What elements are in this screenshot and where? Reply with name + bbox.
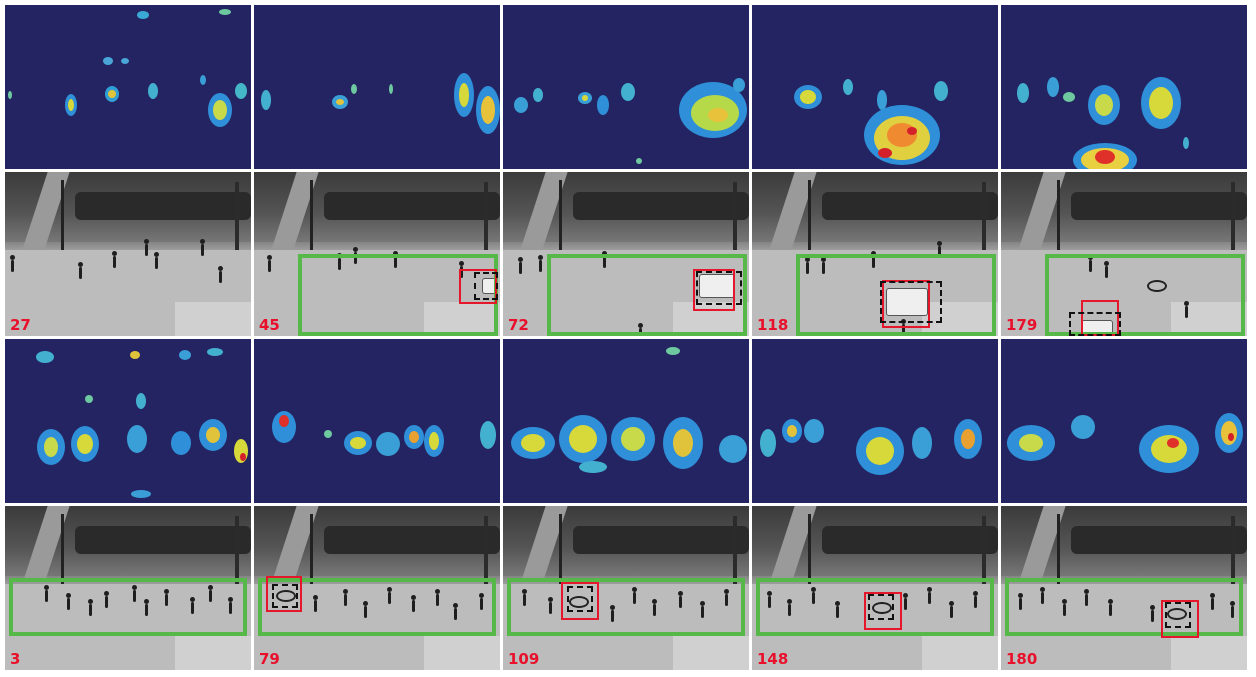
- predicted-anomaly-box: [864, 592, 902, 630]
- heatmap-10: [1001, 339, 1247, 503]
- ground-truth-box: [567, 586, 593, 612]
- video-frame-3: 72: [503, 172, 749, 336]
- frame-number: 109: [508, 650, 540, 668]
- video-frame-10: 180: [1001, 506, 1247, 670]
- bicycle: [1147, 280, 1167, 292]
- predicted-anomaly-box: [1161, 600, 1199, 638]
- heatmap-blobs: [514, 78, 747, 164]
- heatmap-6: [5, 339, 251, 503]
- frame-number: 148: [757, 650, 789, 668]
- heatmap-9: [752, 339, 998, 503]
- detection-region-box: [258, 578, 496, 636]
- detection-region-box: [1045, 254, 1245, 336]
- heatmap-blobs: [1017, 77, 1189, 169]
- frame-number: 118: [757, 316, 789, 334]
- heatmap-blobs: [8, 9, 247, 127]
- detection-region-box: [507, 578, 745, 636]
- predicted-anomaly-box: [266, 576, 302, 612]
- heatmap-blobs: [272, 411, 496, 457]
- heatmap-2: [254, 5, 500, 169]
- video-frame-8: 109: [503, 506, 749, 670]
- bicycle: [1167, 608, 1187, 620]
- heatmap-7: [254, 339, 500, 503]
- bicycle: [569, 596, 589, 608]
- heatmap-blobs: [511, 347, 747, 473]
- image-grid: 27 45 72 118 179: [5, 5, 1251, 672]
- detection-region-box: [756, 578, 994, 636]
- detection-region-box: [9, 578, 247, 636]
- ground-truth-box: [880, 281, 942, 323]
- video-frame-9: 148: [752, 506, 998, 670]
- vehicle: [886, 288, 928, 316]
- heatmap-1: [5, 5, 251, 169]
- bicycle: [276, 590, 296, 602]
- video-frame-1: 27: [5, 172, 251, 336]
- detection-region-box: [547, 254, 747, 336]
- frame-number: 72: [508, 316, 529, 334]
- heatmap-5: [1001, 5, 1247, 169]
- detection-region-box: [1005, 578, 1243, 636]
- video-frame-2: 45: [254, 172, 500, 336]
- ground-truth-box: [474, 272, 498, 300]
- heatmap-8: [503, 339, 749, 503]
- heatmap-blobs: [261, 73, 500, 134]
- ground-truth-box: [868, 594, 894, 620]
- heatmap-blobs: [36, 348, 248, 498]
- ground-truth-box: [1069, 312, 1121, 336]
- heatmap-blobs: [760, 419, 982, 475]
- video-frame-4: 118: [752, 172, 998, 336]
- vehicle: [699, 274, 735, 298]
- heatmap-4: [752, 5, 998, 169]
- frame-number: 179: [1006, 316, 1038, 334]
- video-frame-5: 179: [1001, 172, 1247, 336]
- heatmap-blobs: [1007, 413, 1243, 473]
- ground-truth-box: [696, 271, 742, 305]
- frame-number: 79: [259, 650, 280, 668]
- video-frame-7: 79: [254, 506, 500, 670]
- detection-region-box: [796, 254, 996, 336]
- frame-number: 3: [10, 650, 21, 668]
- bicycle: [872, 602, 892, 614]
- video-frame-6: 3: [5, 506, 251, 670]
- heatmap-blobs: [794, 79, 948, 165]
- heatmap-3: [503, 5, 749, 169]
- predicted-anomaly-box: [561, 582, 599, 620]
- ground-truth-box: [272, 584, 298, 608]
- frame-number: 180: [1006, 650, 1038, 668]
- frame-number: 27: [10, 316, 31, 334]
- predicted-anomaly-box: [693, 269, 735, 311]
- ground-truth-box: [1165, 602, 1191, 628]
- frame-number: 45: [259, 316, 280, 334]
